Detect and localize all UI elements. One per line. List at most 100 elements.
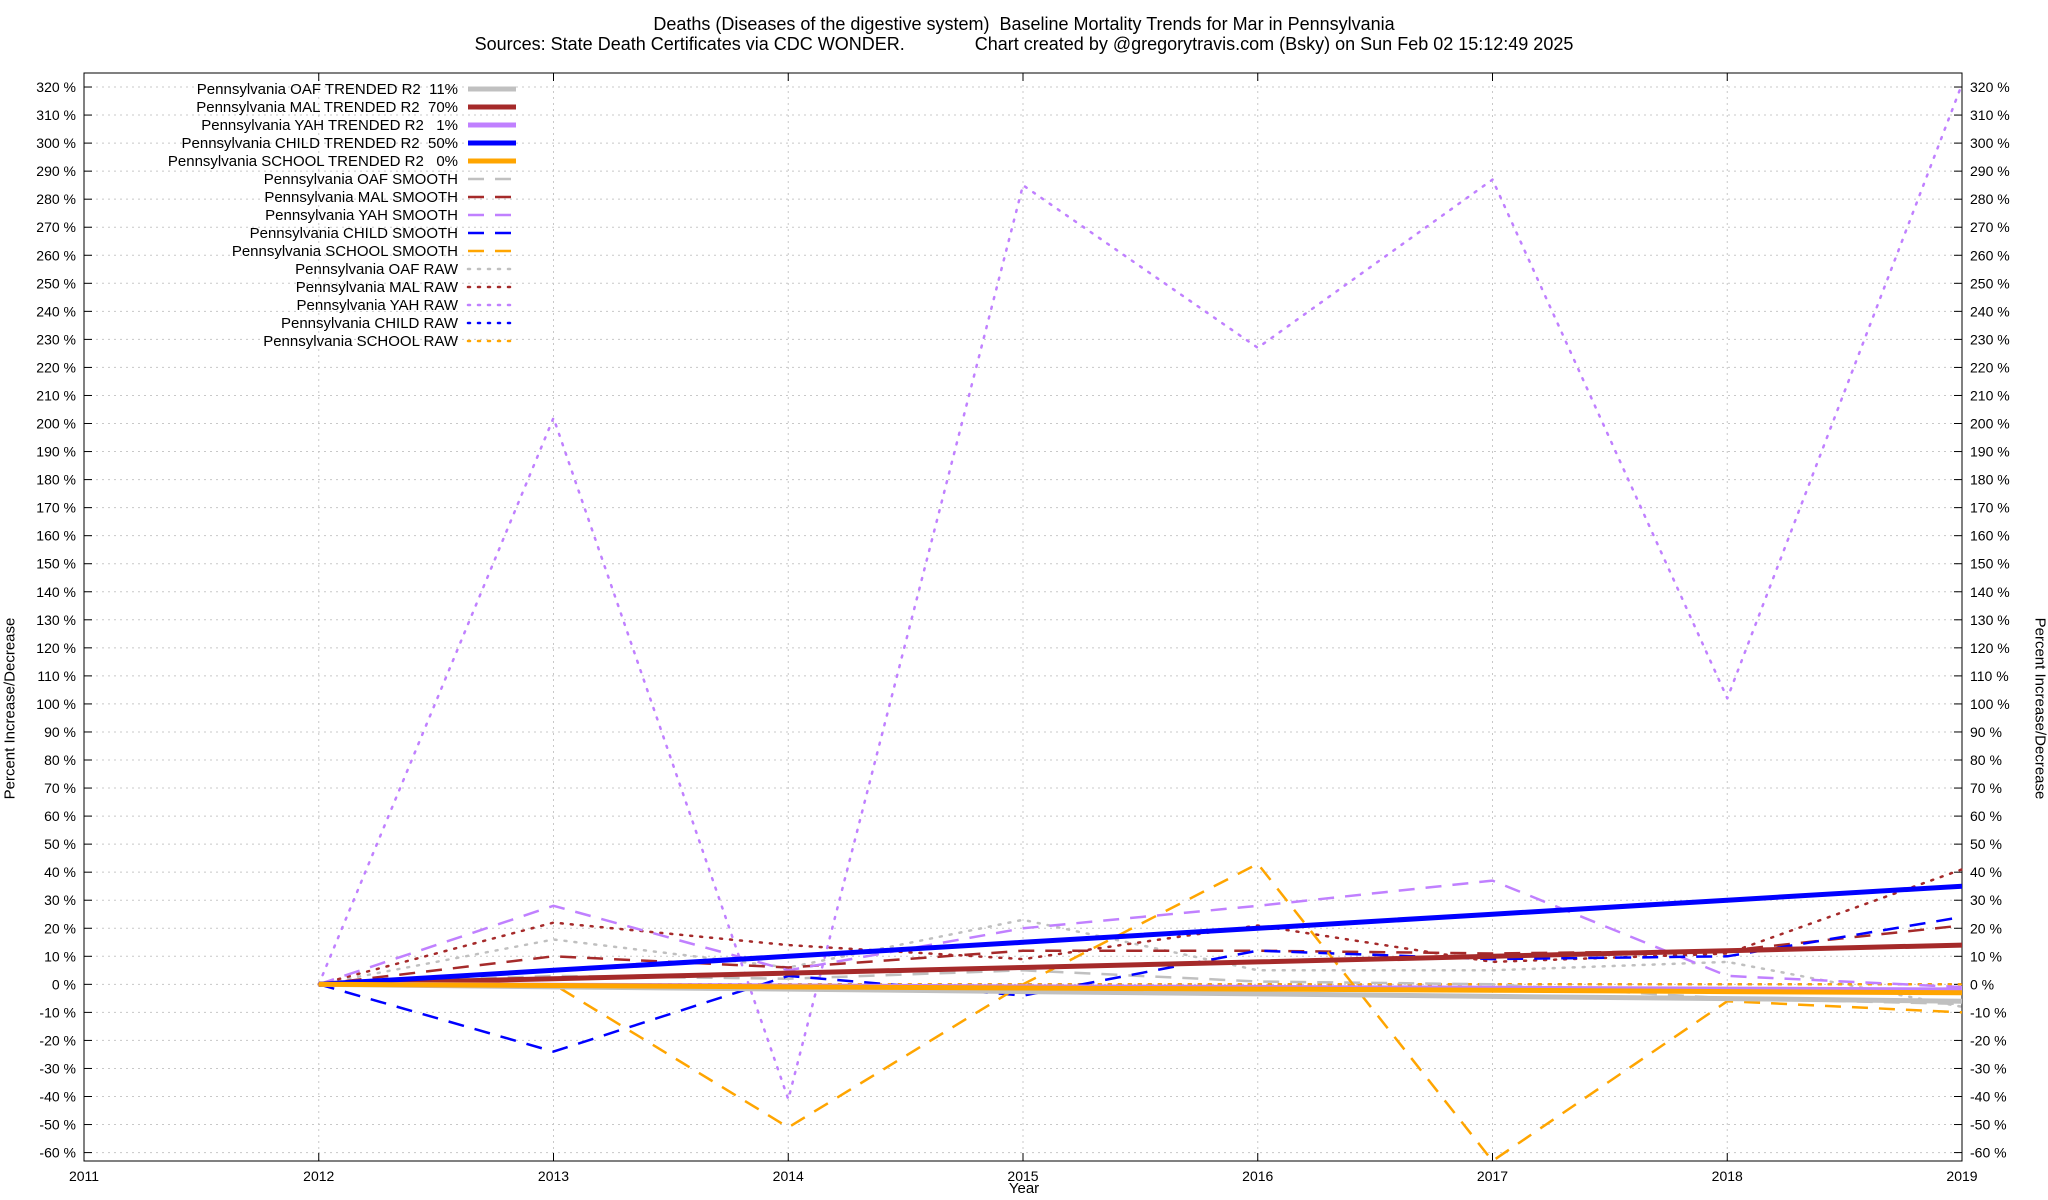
x-tick-label: 2014 [773, 1168, 804, 1184]
y-tick-label-right: 130 % [1970, 612, 2010, 628]
y-tick-label-right: 270 % [1970, 219, 2010, 235]
legend-label-mal-raw: Pennsylvania MAL RAW [296, 279, 459, 296]
y-tick-label-left: 160 % [36, 528, 76, 544]
y-tick-label-right: 280 % [1970, 191, 2010, 207]
y-tick-label-left: -30 % [39, 1060, 76, 1076]
y-tick-label-right: 10 % [1970, 948, 2002, 964]
series-line-child-trended [318, 883, 1963, 987]
y-tick-label-right: 200 % [1970, 416, 2010, 432]
y-tick-label-left: 60 % [44, 808, 76, 824]
x-axis-label: Year [1008, 1180, 1040, 1197]
y-tick-label-right: 170 % [1970, 500, 2010, 516]
y-tick-label-left: 240 % [36, 303, 76, 319]
y-tick-label-right: 160 % [1970, 528, 2010, 544]
legend-label-school-raw: Pennsylvania SCHOOL RAW [263, 333, 459, 350]
y-tick-label-right: 40 % [1970, 864, 2002, 880]
y-tick-label-left: -60 % [39, 1145, 76, 1161]
chart-title: Deaths (Diseases of the digestive system… [653, 14, 1395, 34]
y-tick-label-left: 90 % [44, 724, 76, 740]
y-tick-label-right: 20 % [1970, 920, 2002, 936]
legend-label-oaf-trended: Pennsylvania OAF TRENDED R2 11% [197, 81, 458, 98]
series-line-mal-raw [317, 868, 1964, 986]
y-tick-label-right: 150 % [1970, 556, 2010, 572]
y-tick-label-left: 310 % [36, 107, 76, 123]
y-tick-label-right: -30 % [1970, 1060, 2007, 1076]
x-tick-label: 2011 [69, 1168, 99, 1184]
y-tick-label-left: -50 % [39, 1117, 76, 1133]
y-tick-label-left: 130 % [36, 612, 76, 628]
x-tick-label: 2013 [538, 1168, 569, 1184]
y-tick-label-left: 280 % [36, 191, 76, 207]
legend-label-child-smooth: Pennsylvania CHILD SMOOTH [250, 225, 458, 242]
y-tick-label-right: 220 % [1970, 359, 2010, 375]
y-tick-label-left: 300 % [36, 135, 76, 151]
y-tick-label-left: 30 % [44, 892, 76, 908]
y-tick-label-right: 120 % [1970, 640, 2010, 656]
y-tick-label-left: 50 % [44, 836, 76, 852]
y-tick-label-left: 180 % [36, 472, 76, 488]
y-tick-label-left: 220 % [36, 359, 76, 375]
y-tick-label-right: 300 % [1970, 135, 2010, 151]
y-tick-label-right: 250 % [1970, 275, 2010, 291]
y-tick-label-left: 190 % [36, 444, 76, 460]
y-tick-label-right: 90 % [1970, 724, 2002, 740]
y-tick-label-left: 140 % [36, 584, 76, 600]
legend-label-oaf-smooth: Pennsylvania OAF SMOOTH [264, 171, 458, 188]
y-tick-label-right: 310 % [1970, 107, 2010, 123]
y-axis-label-left: Percent Increase/Decrease [1, 617, 19, 800]
y-tick-label-right: 70 % [1970, 780, 2002, 796]
y-tick-label-left: 210 % [36, 387, 76, 403]
series-line-school-trended [318, 981, 1963, 996]
series-line-mal-smooth [318, 924, 1963, 986]
y-tick-label-right: -10 % [1970, 1004, 2007, 1020]
legend-label-school-trended: Pennsylvania SCHOOL TRENDED R2 0% [168, 153, 458, 170]
y-tick-label-left: 260 % [36, 247, 76, 263]
y-tick-label-left: 250 % [36, 275, 76, 291]
y-tick-label-left: -20 % [39, 1032, 76, 1048]
y-tick-label-right: 180 % [1970, 472, 2010, 488]
x-tick-label: 2012 [303, 1168, 334, 1184]
y-tick-label-left: 110 % [37, 668, 76, 684]
y-axis-label-right: Percent Increase/Decrease [2031, 617, 2048, 800]
y-tick-label-left: 170 % [36, 500, 76, 516]
y-tick-label-right: 80 % [1970, 752, 2002, 768]
y-tick-label-right: 110 % [1970, 668, 2009, 684]
series-line-school-smooth [318, 862, 1963, 1163]
y-tick-label-right: 190 % [1970, 444, 2010, 460]
y-tick-label-left: 320 % [36, 79, 76, 95]
y-tick-label-left: 200 % [36, 416, 76, 432]
legend-label-child-raw: Pennsylvania CHILD RAW [281, 315, 459, 332]
y-tick-label-right: 240 % [1970, 303, 2010, 319]
y-tick-label-right: 210 % [1970, 387, 2010, 403]
y-tick-label-left: 270 % [36, 219, 76, 235]
x-tick-label: 2017 [1477, 1168, 1508, 1184]
x-tick-label: 2016 [1242, 1168, 1273, 1184]
y-tick-label-left: -10 % [39, 1004, 76, 1020]
y-tick-label-right: 230 % [1970, 331, 2010, 347]
legend-label-child-trended: Pennsylvania CHILD TRENDED R2 50% [182, 135, 459, 152]
y-tick-label-left: 230 % [36, 331, 76, 347]
series-line-mal-trended [318, 942, 1963, 987]
y-tick-label-right: 100 % [1970, 696, 2010, 712]
x-tick-label: 2019 [1946, 1168, 1977, 1184]
legend-label-yah-trended: Pennsylvania YAH TRENDED R2 1% [201, 117, 458, 134]
chart-subtitle: Sources: State Death Certificates via CD… [474, 34, 1574, 54]
legend-label-yah-raw: Pennsylvania YAH RAW [297, 297, 459, 314]
legend-label-yah-smooth: Pennsylvania YAH SMOOTH [265, 207, 458, 224]
series-line-child-smooth [318, 915, 1963, 1053]
y-tick-label-left: 40 % [44, 864, 76, 880]
y-tick-label-right: 30 % [1970, 892, 2002, 908]
x-tick-label: 2018 [1712, 1168, 1743, 1184]
x-tick-label: 2015 [1007, 1168, 1038, 1184]
legend-label-school-smooth: Pennsylvania SCHOOL SMOOTH [232, 243, 458, 260]
y-tick-label-left: 120 % [36, 640, 76, 656]
series-line-yah-raw [317, 82, 1964, 1101]
y-tick-label-right: -40 % [1970, 1089, 2007, 1105]
y-tick-label-right: -60 % [1970, 1145, 2007, 1161]
y-tick-label-left: -40 % [39, 1089, 76, 1105]
legend-label-oaf-raw: Pennsylvania OAF RAW [295, 261, 459, 278]
series-line-yah-smooth [318, 879, 1963, 989]
y-tick-label-right: -20 % [1970, 1032, 2007, 1048]
